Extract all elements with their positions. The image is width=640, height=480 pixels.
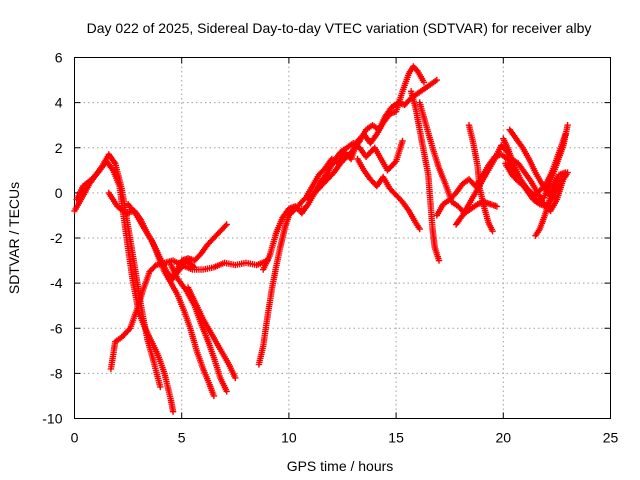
x-tick-label: 10 (281, 430, 297, 446)
x-tick-label: 25 (603, 430, 619, 446)
series-arc-14 (407, 88, 443, 264)
series-arc-15 (416, 99, 501, 217)
series-arc-12 (305, 76, 440, 203)
point-markers (124, 201, 218, 400)
point-markers (407, 88, 443, 264)
series-arc-03 (107, 257, 271, 373)
y-tick-label: 4 (55, 95, 63, 111)
data-points (71, 63, 571, 415)
chart-title: Day 022 of 2025, Sidereal Day-to-day VTE… (87, 20, 592, 36)
y-tick-label: -8 (50, 365, 63, 381)
series-arc-18 (465, 122, 496, 235)
y-tick-label: -2 (50, 230, 63, 246)
y-tick-label: -10 (42, 411, 62, 427)
point-markers (167, 261, 230, 395)
axis-ticks: 0 5 10 15 20 25 -10 -8 -6 -4 -2 0 2 4 6 (42, 50, 618, 446)
series-arc-09 (255, 205, 308, 368)
x-tick-label: 5 (178, 430, 186, 446)
y-axis-label: SDTVAR / TECUs (6, 182, 22, 294)
point-markers (107, 257, 271, 373)
series-arc-22 (506, 126, 558, 201)
series-arc-21 (532, 169, 569, 239)
point-markers (506, 126, 558, 201)
point-markers (502, 122, 571, 206)
point-markers (532, 169, 569, 239)
y-tick-label: 0 (55, 185, 63, 201)
x-axis-label: GPS time / hours (287, 458, 394, 474)
x-tick-label: 0 (71, 430, 79, 446)
y-tick-label: 6 (55, 50, 63, 66)
y-tick-label: -4 (50, 275, 63, 291)
y-tick-label: -6 (50, 320, 63, 336)
point-markers (255, 205, 308, 368)
point-markers (416, 99, 501, 217)
y-tick-label: 2 (55, 140, 63, 156)
point-markers (305, 76, 440, 203)
series-arc-06 (124, 201, 218, 400)
series-arc-08 (184, 284, 239, 382)
series-arc-07 (167, 261, 230, 395)
series-arc-20 (502, 122, 571, 206)
series-arc-13 (354, 155, 423, 233)
x-tick-label: 20 (496, 430, 512, 446)
x-tick-label: 15 (388, 430, 404, 446)
point-markers (184, 284, 239, 382)
point-markers (354, 155, 423, 233)
point-markers (465, 122, 496, 235)
